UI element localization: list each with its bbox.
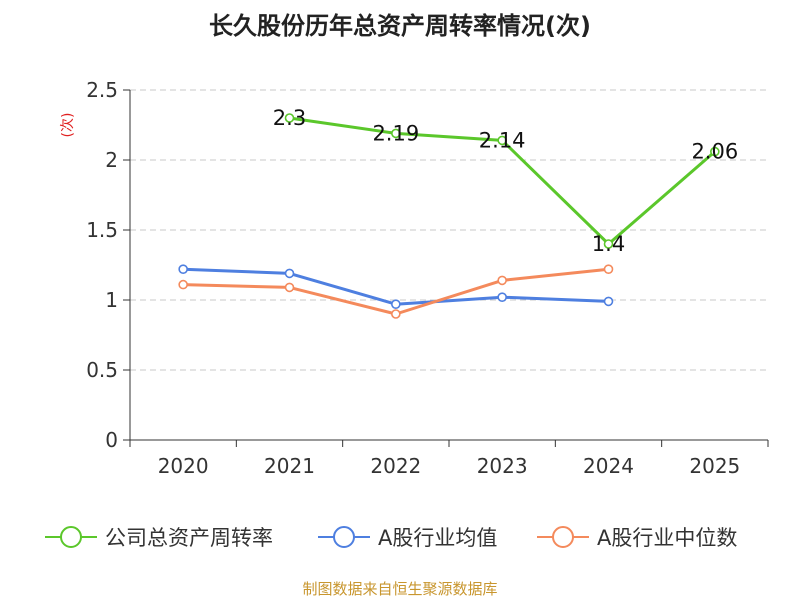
- y-tick-label: 0.5: [86, 358, 118, 382]
- x-tick-label: 2022: [370, 454, 421, 478]
- chart-title: 长久股份历年总资产周转率情况(次): [209, 12, 591, 40]
- data-point: [391, 309, 401, 319]
- x-tick-label: 2020: [158, 454, 209, 478]
- legend-label: A股行业中位数: [597, 526, 737, 550]
- series-lines: [178, 113, 720, 319]
- data-point: [497, 275, 507, 286]
- data-point: [178, 264, 188, 275]
- data-labels: 2.3 2.19 2.14 1.4 2.06: [273, 106, 738, 256]
- x-tick-label: 2021: [264, 454, 315, 478]
- legend-marker: [60, 526, 82, 548]
- data-label: 2.19: [372, 121, 419, 145]
- y-tick-label: 1: [105, 288, 118, 312]
- source-note: 制图数据来自恒生聚源数据库: [302, 580, 498, 598]
- data-label: 2.14: [479, 128, 526, 152]
- data-point: [178, 279, 188, 290]
- legend: 公司总资产周转率 A股行业均值 A股行业中位数: [45, 526, 737, 550]
- data-point: [284, 113, 295, 123]
- data-point: [284, 282, 295, 293]
- data-point: [391, 299, 401, 310]
- y-axis-label: (次): [60, 113, 76, 138]
- y-tick-label: 0: [105, 428, 118, 452]
- y-tick-label: 2: [105, 148, 118, 172]
- data-point: [497, 292, 507, 303]
- y-tick-label: 2.5: [86, 78, 118, 102]
- data-point: [603, 239, 614, 249]
- grid-lines: [130, 89, 768, 371]
- data-point: [603, 264, 614, 275]
- legend-label: 公司总资产周转率: [105, 526, 273, 550]
- data-point: [284, 268, 295, 279]
- data-point: [710, 146, 720, 157]
- x-tick-label: 2023: [477, 454, 528, 478]
- x-tick-label: 2024: [583, 454, 634, 478]
- legend-marker: [552, 526, 574, 548]
- data-label: 2.3: [273, 106, 306, 130]
- data-point: [603, 296, 614, 307]
- data-point: [497, 135, 507, 146]
- legend-label: A股行业均值: [378, 526, 497, 550]
- data-point: [391, 128, 401, 139]
- data-label: 2.06: [691, 140, 738, 164]
- x-tick-label: 2025: [689, 454, 740, 478]
- axes: 0 0.5 1 1.5 2 2.5 (次) 2020 2021 2022 2023 2024 2025: [60, 78, 769, 478]
- legend-marker: [333, 526, 355, 548]
- y-tick-label: 1.5: [86, 218, 118, 242]
- data-label: 1.4: [592, 232, 625, 256]
